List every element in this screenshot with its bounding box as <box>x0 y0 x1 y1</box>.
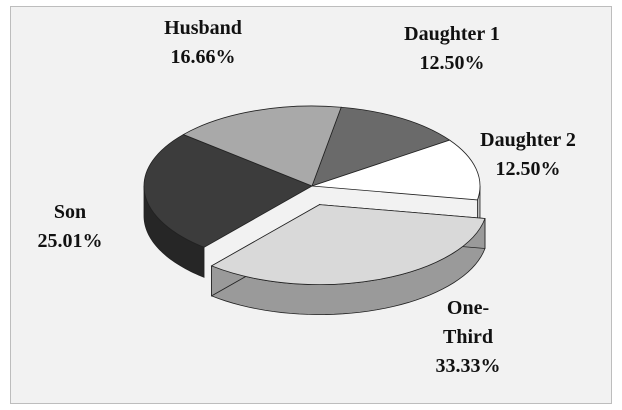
slice-top <box>182 105 342 187</box>
pie-slice <box>182 105 342 187</box>
slice-label: One-Third 33.33% <box>433 294 503 381</box>
label-name: Daughter 2 <box>480 129 576 151</box>
slice-label: Daughter 2 12.50% <box>478 126 578 184</box>
label-value: 33.33% <box>435 355 501 377</box>
label-name: Husband <box>164 17 242 39</box>
label-value: 12.50% <box>495 158 561 180</box>
slice-label: Son 25.01% <box>30 198 110 256</box>
label-value: 16.66% <box>170 46 236 68</box>
slice-label: Husband 16.66% <box>148 14 258 72</box>
label-value: 12.50% <box>419 52 485 74</box>
slice-top <box>311 139 481 201</box>
pie-slice <box>311 106 451 187</box>
slice-top <box>311 106 451 187</box>
label-name: One-Third <box>442 297 494 348</box>
slice-label: Daughter 1 12.50% <box>402 20 502 78</box>
label-name: Daughter 1 <box>404 23 500 45</box>
label-value: 25.01% <box>37 230 103 252</box>
slice-top <box>210 204 486 286</box>
label-name: Son <box>53 201 87 223</box>
chart-frame <box>10 6 612 404</box>
slice-top <box>143 134 313 248</box>
pie-slice <box>210 203 486 315</box>
pie-slice <box>143 134 313 278</box>
